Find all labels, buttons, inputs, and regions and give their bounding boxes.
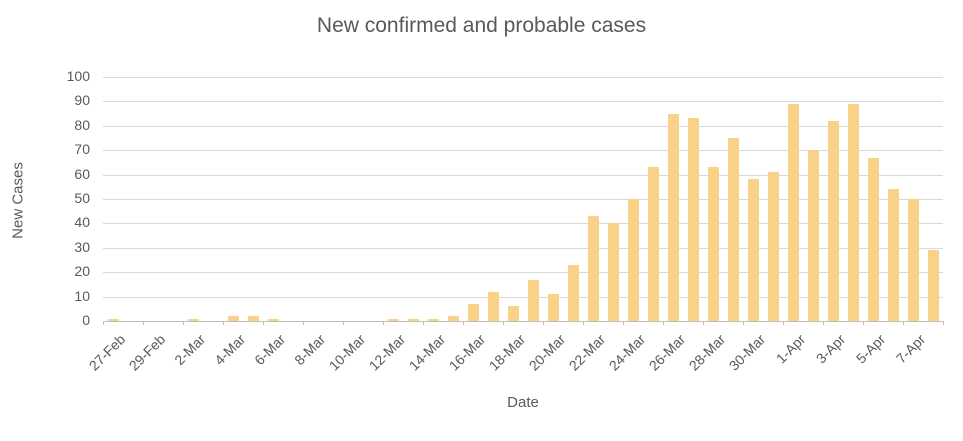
bar-15-Mar	[447, 316, 459, 321]
gridline-30	[103, 247, 943, 249]
bar-6-Mar	[267, 318, 279, 321]
x-axis-tick	[383, 321, 384, 325]
bar-30-Mar	[747, 179, 759, 321]
bar-6-Apr	[887, 189, 899, 321]
gridline-90	[103, 101, 943, 103]
x-axis-tick	[583, 321, 584, 325]
bar-22-Mar	[587, 216, 599, 321]
x-axis-tick	[823, 321, 824, 325]
bar-14-Mar	[427, 318, 439, 321]
x-axis-tick	[903, 321, 904, 325]
bar-18-Mar	[507, 306, 519, 321]
y-tick-label-70: 70	[74, 141, 90, 158]
gridline-100	[103, 77, 943, 78]
x-axis-tick	[783, 321, 784, 325]
y-tick-label-100: 100	[66, 68, 90, 84]
y-tick-label-80: 80	[74, 116, 90, 133]
x-axis-tick	[183, 321, 184, 325]
x-axis-tick	[263, 321, 264, 325]
x-axis-tick	[463, 321, 464, 325]
bar-4-Apr	[847, 103, 859, 321]
x-axis-tick	[543, 321, 544, 325]
bar-23-Mar	[607, 223, 619, 321]
bar-25-Mar	[647, 167, 659, 321]
gridline-70	[103, 150, 943, 152]
x-axis-tick	[223, 321, 224, 325]
gridline-80	[103, 125, 943, 127]
gridline-20	[103, 272, 943, 274]
y-tick-label-20: 20	[74, 263, 90, 280]
bar-3-Apr	[827, 120, 839, 321]
x-axis-tick	[103, 321, 104, 325]
chart-title: New confirmed and probable cases	[316, 14, 647, 37]
x-axis-tick	[663, 321, 664, 325]
bar-17-Mar	[487, 291, 499, 321]
bar-27-Mar	[687, 118, 699, 321]
bar-24-Mar	[627, 199, 639, 321]
gridline-60	[103, 174, 943, 176]
gridline-10	[103, 296, 943, 298]
y-tick-label-40: 40	[74, 214, 90, 231]
y-tick-label-10: 10	[74, 287, 90, 304]
gridline-40	[103, 223, 943, 225]
x-axis-tick	[343, 321, 344, 325]
x-axis-tick	[303, 321, 304, 325]
x-axis-tick	[863, 321, 864, 325]
x-axis-tick	[423, 321, 424, 325]
bar-7-Apr	[907, 199, 919, 321]
bar-31-Mar	[767, 172, 779, 321]
x-axis-tick	[503, 321, 504, 325]
bar-13-Mar	[407, 318, 419, 321]
bar-1-Apr	[787, 103, 799, 321]
bar-2-Mar	[187, 318, 199, 321]
bar-19-Mar	[527, 279, 539, 321]
x-axis-tick	[743, 321, 744, 325]
bar-29-Mar	[727, 138, 739, 321]
x-axis-tick	[623, 321, 624, 325]
y-axis-title: New Cases	[9, 162, 27, 239]
bar-26-Mar	[667, 113, 679, 321]
bar-28-Mar	[707, 167, 719, 321]
x-axis-tick	[703, 321, 704, 325]
x-axis-line	[103, 321, 943, 322]
bar-12-Mar	[387, 318, 399, 321]
x-axis-tick	[143, 321, 144, 325]
bar-21-Mar	[567, 264, 579, 321]
bar-5-Mar	[247, 316, 259, 321]
x-axis-title: Date	[507, 394, 539, 411]
bar-4-Mar	[227, 316, 239, 321]
y-tick-label-30: 30	[74, 238, 90, 255]
bar-5-Apr	[867, 157, 879, 321]
bar-2-Apr	[807, 150, 819, 321]
y-tick-label-90: 90	[74, 92, 90, 109]
gridline-50	[103, 199, 943, 200]
y-tick-label-50: 50	[74, 190, 90, 206]
bar-8-Apr	[927, 250, 939, 321]
bar-16-Mar	[467, 303, 479, 321]
bar-20-Mar	[547, 294, 559, 321]
y-tick-label-0: 0	[82, 312, 90, 328]
x-axis-tick	[943, 321, 944, 325]
y-tick-label-60: 60	[74, 165, 90, 182]
bar-27-Feb	[107, 318, 119, 321]
